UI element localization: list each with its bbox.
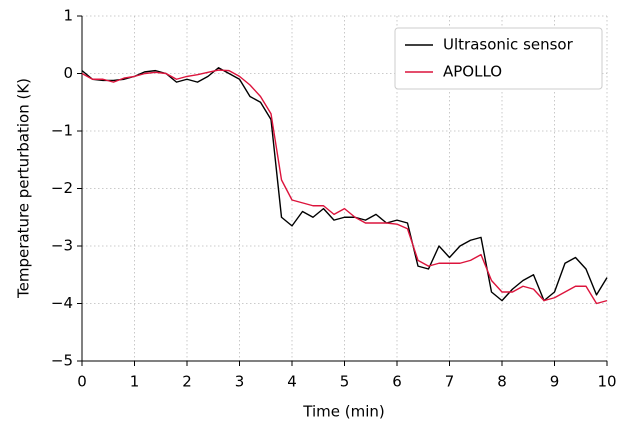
x-tick-label: 4 — [287, 373, 297, 391]
y-axis-label: Temperature perturbation (K) — [15, 78, 33, 299]
legend-label: Ultrasonic sensor — [443, 36, 574, 54]
legend-box — [394, 27, 603, 90]
x-tick-label: 3 — [235, 373, 245, 391]
x-tick-label: 6 — [392, 373, 402, 391]
x-tick-label: 7 — [445, 373, 455, 391]
x-tick-label: 8 — [497, 373, 507, 391]
y-tick-label: −2 — [51, 179, 73, 197]
x-tick-label: 1 — [130, 373, 140, 391]
y-tick-label: −5 — [51, 352, 73, 370]
y-tick-label: −1 — [51, 122, 73, 140]
x-tick-label: 2 — [182, 373, 192, 391]
x-tick-label: 5 — [340, 373, 350, 391]
y-tick-label: 0 — [63, 64, 73, 82]
x-tick-label: 9 — [550, 373, 560, 391]
x-tick-label: 10 — [597, 373, 616, 391]
x-axis-label: Time (min) — [302, 403, 384, 421]
y-tick-label: 1 — [63, 7, 73, 25]
legend-label: APOLLO — [443, 63, 502, 81]
series-line — [81, 69, 608, 305]
x-tick-label: 0 — [77, 373, 87, 391]
y-tick-label: −4 — [51, 294, 73, 312]
series-line — [81, 67, 608, 302]
y-tick-label: −3 — [51, 237, 73, 255]
